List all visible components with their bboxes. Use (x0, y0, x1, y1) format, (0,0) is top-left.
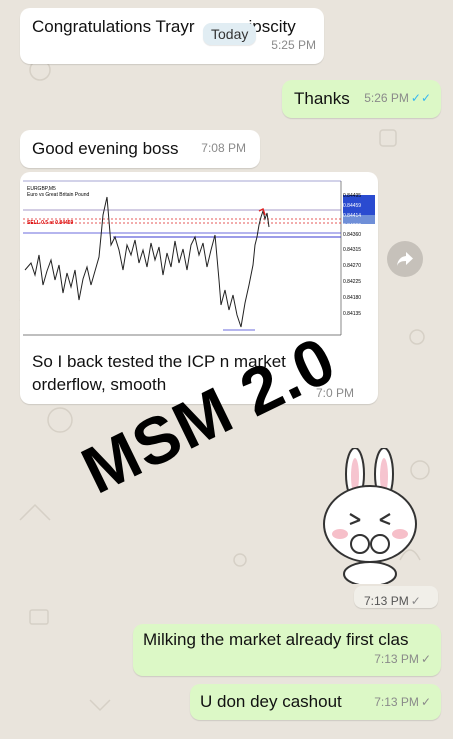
message-text: Congratulations Trayr ipscity (32, 17, 296, 36)
y-axis-labels: 0.84495 0.84459 0.84414 0.84390 0.84360 … (343, 185, 375, 317)
y-tick: 0.84225 (343, 279, 362, 285)
date-pill: Today (203, 23, 257, 45)
y-tick: 0.84459 (343, 195, 375, 209)
x-tick: 5 Aug 08:20 (84, 337, 111, 345)
price-chart (23, 175, 375, 345)
outgoing-message[interactable]: Thanks 5:26 PM ✓✓ (282, 80, 441, 118)
message-time: 7:0 PM (316, 386, 355, 400)
x-tick: 5 Aug 16:20 (141, 337, 168, 345)
message-time: 7:08 PM (201, 141, 246, 155)
incoming-image-message[interactable]: EURGBP,M5 Euro vs Great Britain Pound SE… (20, 172, 378, 404)
y-tick: 0.84180 (343, 295, 362, 301)
message-time: 7:13 PM ✓ (364, 594, 421, 608)
check-icon: ✓ (420, 695, 431, 709)
double-check-icon: ✓✓ (410, 91, 431, 105)
forward-button[interactable] (387, 241, 423, 277)
outgoing-message[interactable]: U don dey cashout 7:13 PM ✓ (190, 684, 441, 720)
x-tick: 8 Aug 00:30 (198, 337, 225, 345)
message-time: 7:13 PM ✓ (374, 652, 431, 666)
x-tick: 1 Aug 00:20 (27, 337, 54, 345)
check-icon: ✓ (410, 594, 421, 608)
chart-symbol: EURGBP,M5 (27, 186, 56, 192)
message-text: Good evening boss (32, 139, 179, 158)
message-text: U don dey cashout (200, 692, 342, 711)
sticker-time-bubble: 7:13 PM ✓ (354, 586, 438, 608)
y-tick: 0.84270 (343, 263, 362, 269)
y-tick: 0.84360 (343, 232, 362, 238)
incoming-message[interactable]: Congratulations Trayr ipscity 5:25 PM (20, 8, 324, 64)
y-tick: 0.84135 (343, 303, 375, 317)
message-time: 5:26 PM ✓✓ (364, 91, 431, 105)
chart-name: Euro vs Great Britain Pound (27, 192, 90, 198)
message-text: Milking the market already first clas (143, 630, 409, 649)
message-time: 7:13 PM ✓ (374, 695, 431, 709)
forward-icon (397, 252, 413, 266)
y-tick: 0.84495 (343, 185, 375, 199)
check-icon: ✓ (420, 652, 431, 666)
outgoing-message[interactable]: Milking the market already first clas 7:… (133, 624, 441, 676)
message-time: 5:25 PM (271, 38, 316, 52)
image-caption: So I back tested the ICP n market orderf… (32, 352, 286, 394)
bunny-sticker-icon (323, 447, 417, 587)
y-tick: 0.84390 (343, 215, 375, 229)
message-text: Thanks (294, 89, 350, 108)
incoming-message[interactable]: Good evening boss 7:08 PM (20, 130, 260, 168)
order-label: SELL 0.5 at 0.84459 (27, 220, 74, 226)
y-tick: 0.84315 (343, 247, 362, 253)
sticker-message[interactable] (312, 447, 432, 587)
y-tick: 0.84414 (343, 205, 375, 219)
chart-image[interactable]: EURGBP,M5 Euro vs Great Britain Pound SE… (23, 175, 375, 345)
